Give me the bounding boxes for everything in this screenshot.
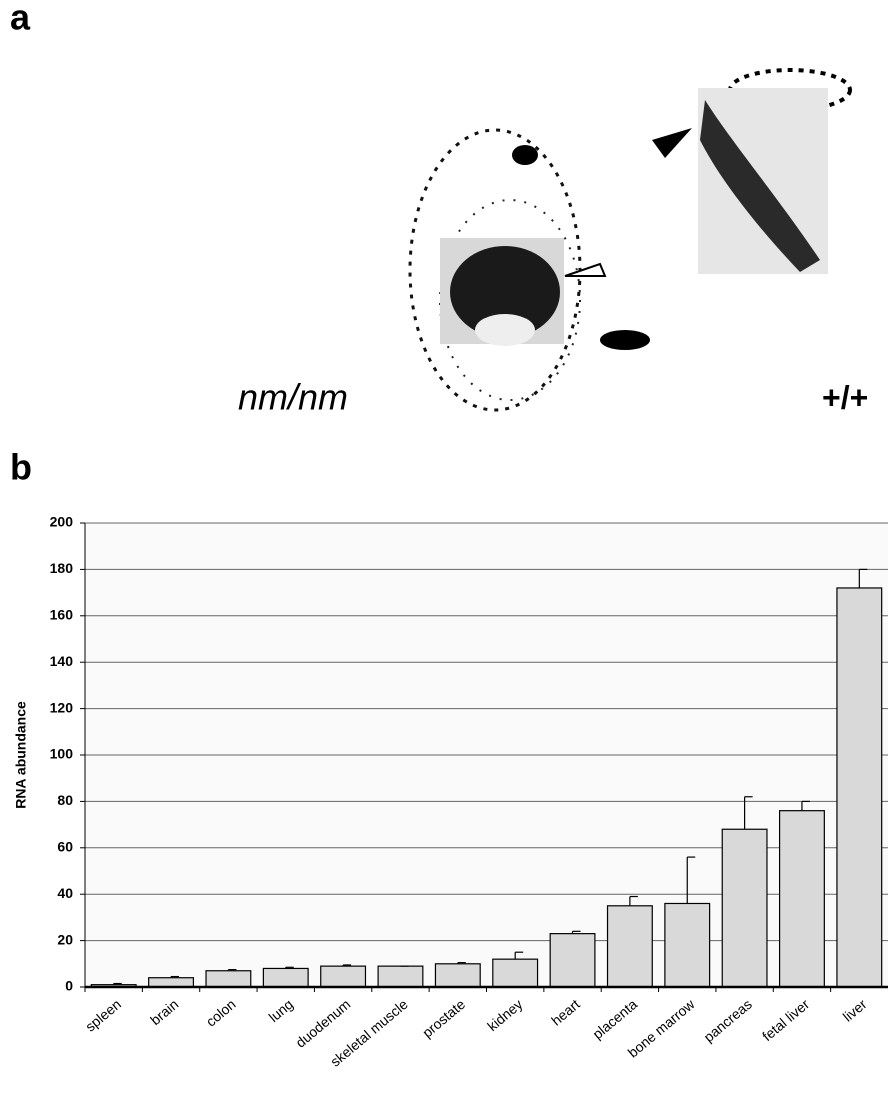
- image-label: nm/nm: [238, 377, 348, 418]
- y-tick-label: 40: [57, 885, 73, 901]
- panel-label: a: [10, 0, 31, 38]
- y-tick-label: 80: [57, 792, 73, 808]
- x-tick-label: heart: [548, 996, 583, 1029]
- bar: [549, 933, 596, 988]
- bar: [778, 810, 825, 988]
- liver-section: [700, 100, 820, 272]
- bar: [836, 587, 883, 988]
- y-tick-label: 60: [57, 839, 73, 855]
- y-tick-label: 200: [50, 514, 74, 530]
- bar: [377, 965, 424, 988]
- x-tick-label: spleen: [82, 996, 124, 1035]
- x-tick-label: prostate: [419, 996, 468, 1041]
- bar: [606, 905, 653, 988]
- x-tick-label: placenta: [589, 996, 640, 1042]
- y-axis-label: RNA abundance: [13, 701, 29, 809]
- x-tick-label: lung: [265, 996, 296, 1025]
- y-tick-label: 0: [65, 978, 73, 994]
- arrowhead-filled: [652, 128, 692, 158]
- bar: [148, 977, 195, 988]
- bar: [492, 958, 539, 988]
- image-label: +/+: [822, 379, 868, 415]
- bar: [320, 965, 367, 988]
- x-tick-label: fetal liver: [759, 996, 812, 1044]
- y-tick-label: 180: [50, 560, 74, 576]
- x-tick-label: kidney: [484, 996, 525, 1034]
- x-tick-label: pancreas: [701, 996, 755, 1045]
- liver-section-gap: [475, 314, 535, 346]
- y-tick-label: 20: [57, 931, 73, 947]
- bar: [434, 963, 481, 988]
- y-tick-label: 140: [50, 653, 74, 669]
- bar: [721, 828, 768, 988]
- arrowhead-open: [564, 262, 607, 277]
- panel-a-images: [408, 68, 852, 412]
- y-tick-label: 100: [50, 746, 74, 762]
- y-tick-label: 120: [50, 699, 74, 715]
- x-tick-label: brain: [147, 996, 181, 1028]
- y-tick-label: 160: [50, 607, 74, 623]
- liver-section: [450, 246, 560, 338]
- tissue-spot: [600, 330, 650, 350]
- x-tick-label: liver: [840, 996, 870, 1025]
- bar: [262, 967, 309, 988]
- bar: [664, 902, 711, 988]
- tissue-outline: [439, 199, 581, 401]
- bar: [205, 970, 252, 988]
- x-tick-label: colon: [203, 996, 239, 1030]
- panel-label: b: [10, 447, 32, 488]
- tissue-spot: [512, 145, 538, 165]
